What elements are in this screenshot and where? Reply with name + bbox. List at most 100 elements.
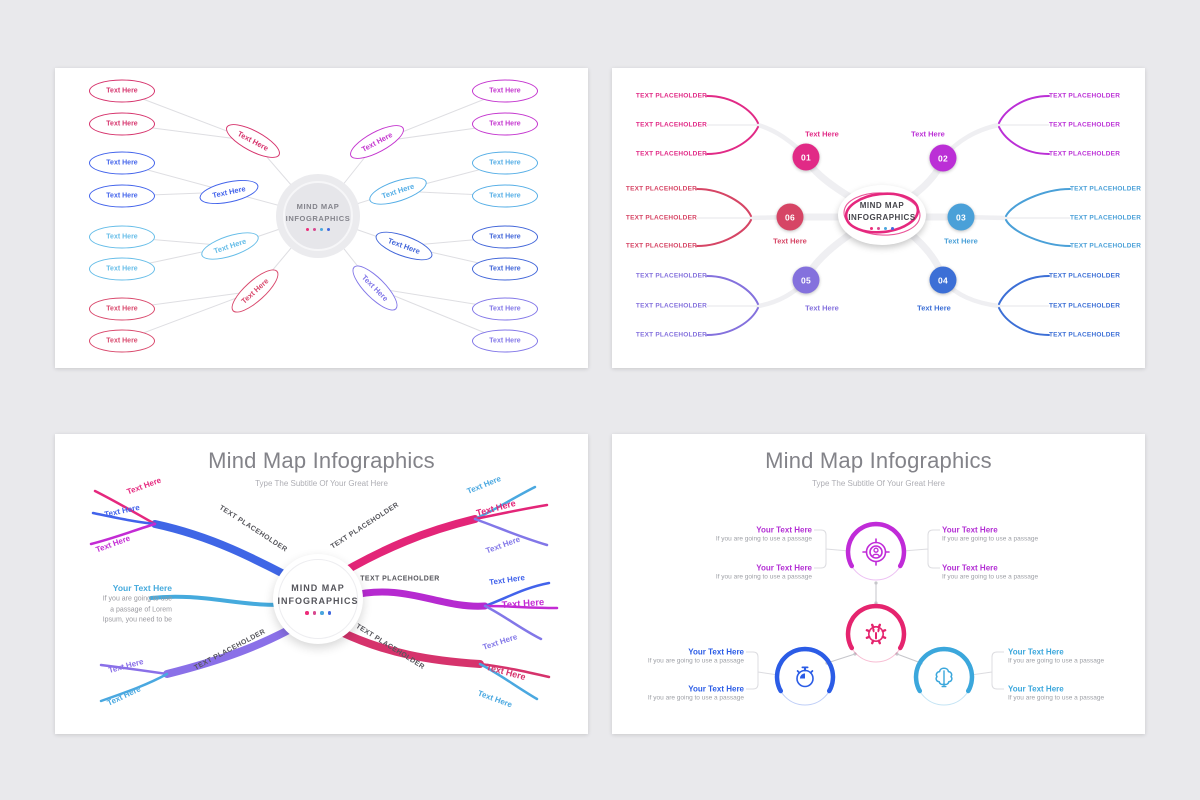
center-dot <box>327 227 330 231</box>
leaf-node-ellipse: Text Here <box>472 112 538 136</box>
placeholder-label: TEXT PLACEHOLDER <box>635 272 707 280</box>
leaf-node-ellipse: Text Here <box>472 184 538 208</box>
center-dots <box>870 226 894 230</box>
leaf-node-ellipse: Text Here <box>89 184 155 208</box>
brush-ring-icon <box>843 192 921 236</box>
center-dots <box>306 227 330 231</box>
center-dots <box>305 611 331 615</box>
sub-branch-label: Text Here <box>475 497 517 519</box>
center-title-line1: MIND MAP <box>291 583 345 594</box>
leaf-node-ellipse: Text Here <box>89 79 155 103</box>
placeholder-label: TEXT PLACEHOLDER <box>1049 92 1121 100</box>
slide-subtitle: Type The Subtitle Of Your Great Here <box>812 479 945 488</box>
caption-label: If you are going to use a passage <box>715 573 812 580</box>
sub-branch-label: Text Here <box>481 632 519 652</box>
placeholder-label: TEXT PLACEHOLDER <box>625 242 697 250</box>
branch-title-label: Text Here <box>805 303 839 313</box>
sub-branch-label: Text Here <box>485 661 527 683</box>
center-dot <box>891 226 894 230</box>
slide-radial-mind-map[interactable]: Text Here Text Here Text Here Text Here Text… <box>55 68 588 368</box>
center-node-inner-ring <box>283 181 353 251</box>
branch-title-label: Text Here <box>805 129 839 139</box>
your-text-label: Your Text Here <box>756 525 812 535</box>
your-text-label: Your Text Here <box>112 583 172 593</box>
center-title-line1: MIND MAP <box>296 201 340 211</box>
your-text-label: Your Text Here <box>942 563 998 573</box>
leaf-node-ellipse: Text Here <box>89 225 155 249</box>
center-title-line2: INFOGRAPHICS <box>848 212 916 222</box>
center-node: MIND MAP INFOGRAPHICS <box>273 554 363 644</box>
leaf-node-ellipse: Text Here <box>472 225 538 249</box>
your-text-label: Your Text Here <box>1008 684 1064 694</box>
center-node: MIND MAP INFOGRAPHICS <box>838 185 926 245</box>
leaf-node-ellipse: Text Here <box>89 112 155 136</box>
branch-placeholder-label: TEXT PLACEHOLDER <box>354 622 426 672</box>
center-dot <box>870 226 873 230</box>
sub-branch-label: Text Here <box>488 573 526 587</box>
number-node: 01 <box>792 143 820 171</box>
sub-branch-label: Text Here <box>476 688 514 710</box>
placeholder-label: TEXT PLACEHOLDER <box>635 302 707 310</box>
sub-branch-label: Text Here <box>125 475 163 497</box>
your-text-label: Your Text Here <box>756 563 812 573</box>
number-node: 03 <box>947 203 975 231</box>
leaf-node-ellipse: Text Here <box>472 79 538 103</box>
branch-placeholder-label: TEXT PLACEHOLDER <box>217 504 289 554</box>
placeholder-label: TEXT PLACEHOLDER <box>635 92 707 100</box>
number-node: 05 <box>792 266 820 294</box>
branch-placeholder-label: TEXT PLACEHOLDER <box>193 628 267 672</box>
slide-icon-mind-map[interactable]: Mind Map Infographics Type The Subtitle … <box>612 434 1145 734</box>
branch-node-ellipse: Text Here <box>221 117 285 165</box>
slide-subtitle: Type The Subtitle Of Your Great Here <box>255 479 388 488</box>
center-title-line2: INFOGRAPHICS <box>277 596 359 607</box>
branch-title-label: Text Here <box>917 303 951 313</box>
sub-branch-label: Text Here <box>105 684 143 708</box>
placeholder-label: TEXT PLACEHOLDER <box>1049 121 1121 129</box>
center-dot <box>320 227 323 231</box>
stopwatch-icon <box>796 666 814 688</box>
sub-branch-label: Text Here <box>465 474 503 496</box>
center-dot <box>305 611 309 615</box>
branch-title-label: Text Here <box>773 236 807 246</box>
placeholder-label: TEXT PLACEHOLDER <box>1070 242 1142 250</box>
caption-label: If you are going to use a passage <box>1008 694 1105 702</box>
sub-branch-label: Text Here <box>107 657 145 675</box>
branch-node-ellipse: Text Here <box>197 175 261 209</box>
your-text-label: Your Text Here <box>1008 647 1064 657</box>
branch-node-ellipse: Text Here <box>345 118 409 166</box>
paragraph-line: If you are going to use <box>102 595 172 603</box>
number-node: 04 <box>929 266 957 294</box>
placeholder-label: TEXT PLACEHOLDER <box>1049 302 1121 310</box>
slide-numbered-mind-map[interactable]: TEXT PLACEHOLDER TEXT PLACEHOLDER TEXT PLA… <box>612 68 1145 368</box>
leaf-node-ellipse: Text Here <box>89 297 155 321</box>
sub-branch-label: Text Here <box>501 597 545 611</box>
your-text-label: Your Text Here <box>942 525 998 535</box>
placeholder-label: TEXT PLACEHOLDER <box>625 214 697 222</box>
caption-label: If you are going to use a passage <box>942 535 1039 543</box>
center-dot <box>877 226 880 230</box>
your-text-label: Your Text Here <box>688 647 744 657</box>
branch-title-label: Text Here <box>944 236 978 246</box>
leaf-node-ellipse: Text Here <box>89 329 155 353</box>
sub-branch-label: Text Here <box>484 534 522 556</box>
placeholder-label: TEXT PLACEHOLDER <box>625 185 697 193</box>
branch-node-ellipse: Text Here <box>372 225 436 267</box>
leaf-node-ellipse: Text Here <box>472 297 538 321</box>
caption-label: If you are going to use a passage <box>647 657 744 665</box>
paragraph-line: a passage of Lorem <box>110 606 172 613</box>
placeholder-label: TEXT PLACEHOLDER <box>1070 185 1142 193</box>
slide4-node-art <box>746 521 1004 706</box>
placeholder-label: TEXT PLACEHOLDER <box>1049 150 1121 158</box>
your-text-label: Your Text Here <box>688 684 744 694</box>
caption-label: If you are going to use a passage <box>942 573 1039 580</box>
slide-ribbon-mind-map[interactable]: Mind Map Infographics Type The Subtitle … <box>55 434 588 734</box>
placeholder-label: TEXT PLACEHOLDER <box>1049 272 1121 280</box>
center-title-line2: INFOGRAPHICS <box>285 213 351 223</box>
placeholder-label: TEXT PLACEHOLDER <box>1070 214 1142 222</box>
branch-title-label: Text Here <box>911 129 945 139</box>
sub-branch-label: Text Here <box>103 502 141 520</box>
branch-node-ellipse: Text Here <box>366 171 430 211</box>
branch-placeholder-label: TEXT PLACEHOLDER <box>329 501 401 551</box>
center-node: MIND MAP INFOGRAPHICS <box>276 174 360 258</box>
target-user-icon <box>862 538 890 566</box>
